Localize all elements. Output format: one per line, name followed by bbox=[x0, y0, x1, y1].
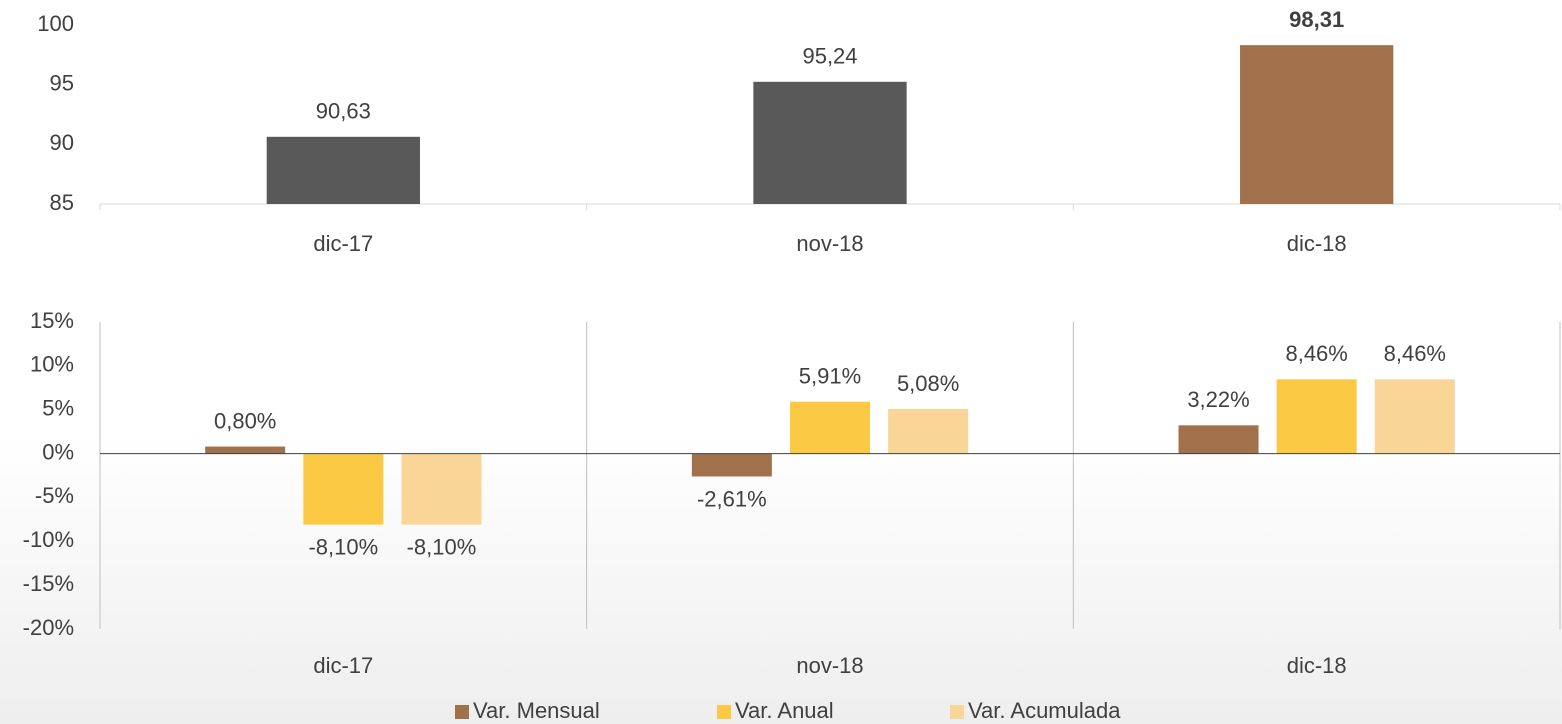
legend-swatch bbox=[455, 705, 469, 719]
data-label: 95,24 bbox=[802, 44, 857, 69]
x-tick-label: dic-18 bbox=[1287, 653, 1347, 678]
y-tick-label: 15% bbox=[30, 308, 74, 333]
bar bbox=[303, 453, 384, 525]
y-tick-label: -15% bbox=[23, 571, 74, 596]
y-tick-label: 100 bbox=[37, 11, 74, 36]
y-tick-label: 5% bbox=[42, 396, 74, 421]
bar bbox=[266, 136, 420, 204]
bar bbox=[1276, 379, 1357, 454]
data-label: -8,10% bbox=[308, 534, 378, 559]
legend-label: Var. Acumulada bbox=[968, 698, 1121, 723]
data-label: 3,22% bbox=[1187, 387, 1249, 412]
data-label: -8,10% bbox=[407, 534, 477, 559]
y-tick-label: -20% bbox=[23, 615, 74, 640]
bar bbox=[1240, 45, 1394, 205]
y-tick-label: 0% bbox=[42, 439, 74, 464]
y-tick-label: -5% bbox=[35, 483, 74, 508]
y-tick-label: 85 bbox=[50, 190, 74, 215]
x-tick-label: dic-17 bbox=[313, 653, 373, 678]
x-tick-label: dic-17 bbox=[313, 231, 373, 256]
data-label: -2,61% bbox=[697, 486, 767, 511]
data-label: 8,46% bbox=[1384, 341, 1446, 366]
bar bbox=[205, 446, 286, 454]
y-tick-label: 95 bbox=[50, 70, 74, 95]
bar bbox=[753, 81, 907, 204]
y-tick-label: -10% bbox=[23, 527, 74, 552]
data-label: 5,91% bbox=[799, 364, 861, 389]
x-tick-label: nov-18 bbox=[796, 653, 863, 678]
data-label: 8,46% bbox=[1285, 341, 1347, 366]
legend-swatch bbox=[717, 705, 731, 719]
bar bbox=[691, 453, 772, 477]
legend-swatch bbox=[950, 705, 964, 719]
data-label: 98,31 bbox=[1289, 7, 1344, 32]
data-label: 5,08% bbox=[897, 371, 959, 396]
legend-label: Var. Mensual bbox=[473, 698, 600, 723]
y-tick-label: 90 bbox=[50, 130, 74, 155]
y-tick-label: 10% bbox=[30, 352, 74, 377]
bar bbox=[1374, 379, 1455, 454]
bar bbox=[888, 409, 969, 454]
bar bbox=[1178, 425, 1259, 454]
data-label: 90,63 bbox=[316, 99, 371, 124]
data-label: 0,80% bbox=[214, 408, 276, 433]
legend-label: Var. Anual bbox=[735, 698, 834, 723]
x-tick-label: nov-18 bbox=[796, 231, 863, 256]
bar bbox=[790, 401, 870, 454]
bar bbox=[401, 453, 482, 525]
x-tick-label: dic-18 bbox=[1287, 231, 1347, 256]
